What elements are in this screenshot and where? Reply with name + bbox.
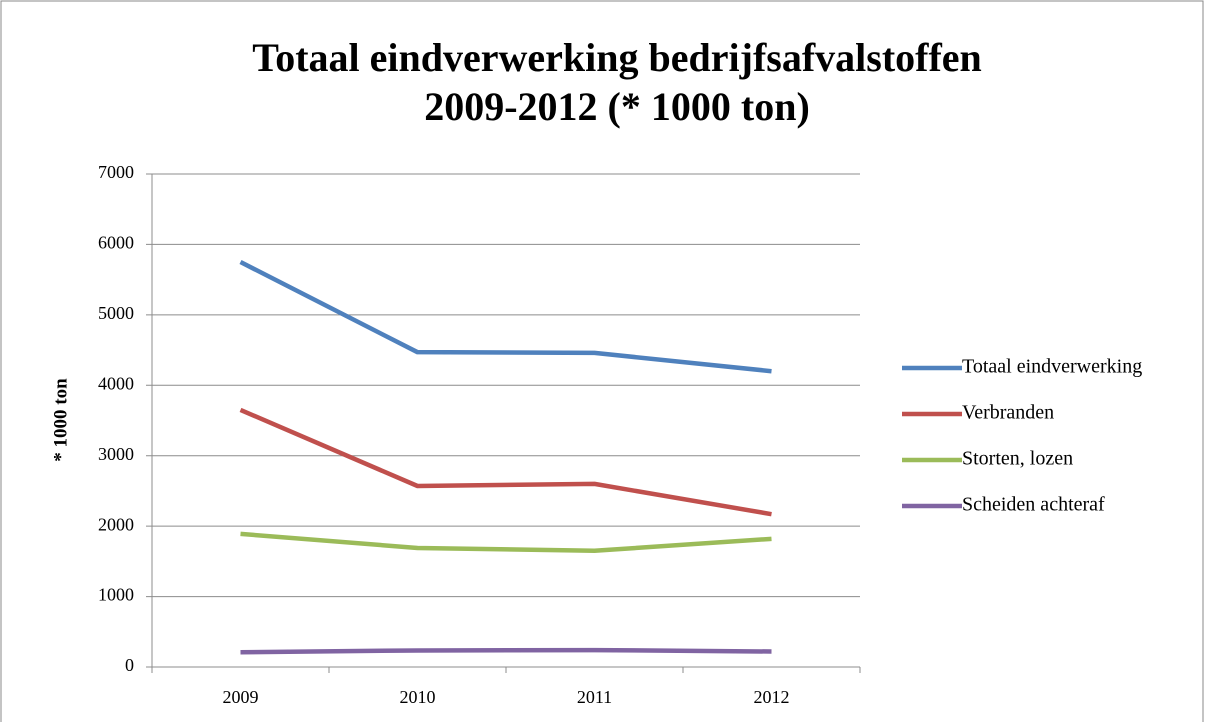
- legend-label: Scheiden achteraf: [962, 494, 1105, 516]
- line-series: [240, 531, 772, 554]
- y-axis-label: * 1000 ton: [50, 378, 71, 462]
- x-tick-label: 2009: [223, 687, 259, 707]
- y-tick-label: 5000: [98, 303, 134, 323]
- legend-label: Totaal eindverwerking: [962, 356, 1142, 378]
- y-tick-label: 6000: [98, 233, 134, 253]
- y-tick-label: 7000: [98, 162, 134, 182]
- x-tick-label: 2012: [754, 687, 790, 707]
- y-tick-label: 3000: [98, 444, 134, 464]
- y-tick-label: 4000: [98, 373, 134, 393]
- y-tick-label: 1000: [98, 585, 134, 605]
- line-series: [239, 260, 772, 374]
- chart-title: Totaal eindverwerking bedrijfsafvalstoff…: [252, 35, 982, 80]
- chart-title: 2009-2012 (* 1000 ton): [424, 84, 810, 129]
- y-tick-label: 2000: [98, 514, 134, 534]
- legend-label: Verbranden: [962, 402, 1054, 424]
- line-series: [240, 647, 772, 655]
- y-tick-label: 0: [125, 655, 134, 675]
- legend-label: Storten, lozen: [962, 448, 1073, 470]
- x-tick-label: 2011: [577, 687, 612, 707]
- line-series: [239, 407, 772, 517]
- x-tick-label: 2010: [400, 687, 436, 707]
